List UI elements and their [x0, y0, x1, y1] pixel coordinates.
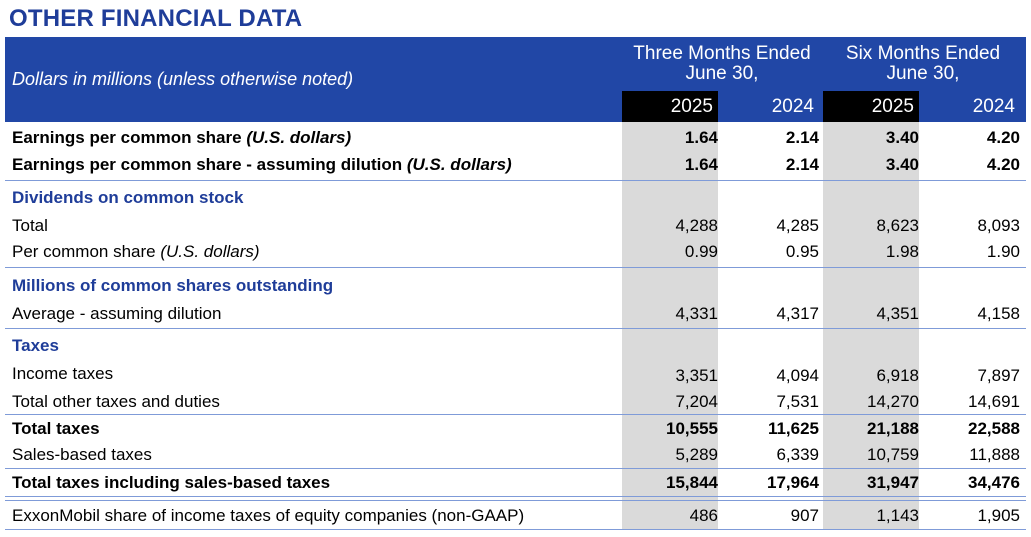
cell-2024-q: 2.14 — [785, 128, 819, 147]
row-label: Total — [12, 216, 48, 235]
table-row-income-taxes: Income taxes 3,351 4,094 6,918 7,897 — [5, 361, 1026, 387]
year-2025-six: 2025 — [823, 91, 919, 122]
cell-2025-six: 4,351 — [876, 304, 919, 323]
year-2024-q: 2024 — [771, 96, 814, 117]
row-label: Earnings per common share - assuming dil… — [12, 155, 512, 174]
row-label: Total taxes — [12, 419, 100, 438]
cell-2025-q: 10,555 — [666, 419, 718, 438]
table-row-eps: Earnings per common share (U.S. dollars)… — [5, 125, 1026, 151]
cell-2024-six: 34,476 — [968, 473, 1020, 492]
cell-2025-six: 1,143 — [876, 506, 919, 525]
row-label: Per common share (U.S. dollars) — [12, 242, 260, 261]
units-note: Dollars in millions (unless otherwise no… — [12, 69, 354, 89]
divider — [5, 328, 1026, 329]
row-label: ExxonMobil share of income taxes of equi… — [12, 506, 525, 525]
column-shade-three-months — [622, 122, 718, 529]
cell-2025-six: 21,188 — [867, 419, 919, 438]
cell-2025-six: 1.98 — [885, 242, 919, 261]
cell-2025-q: 1.64 — [684, 128, 718, 147]
column-shade-six-months — [823, 122, 919, 529]
cell-2024-q: 17,964 — [767, 473, 819, 492]
six-months-heading: Six Months Ended June 30, — [845, 43, 1001, 84]
section-taxes: Taxes — [5, 333, 1026, 359]
cell-2024-q: 907 — [790, 506, 819, 525]
cell-2025-q: 0.99 — [684, 242, 718, 261]
table-row-average-diluted: Average - assuming dilution 4,331 4,317 … — [5, 301, 1026, 327]
divider — [5, 180, 1026, 181]
table-row-total-incl-sales-taxes: Total taxes including sales-based taxes … — [5, 470, 1026, 496]
divider — [5, 267, 1026, 268]
cell-2024-q: 4,317 — [776, 304, 819, 323]
table-row-dividends-per-share: Per common share (U.S. dollars) 0.99 0.9… — [5, 239, 1026, 265]
year-2025-q: 2025 — [622, 91, 718, 122]
cell-2024-q: 4,094 — [776, 366, 819, 385]
divider — [5, 496, 1026, 497]
cell-2025-six: 6,918 — [876, 366, 919, 385]
page-title: OTHER FINANCIAL DATA — [9, 5, 303, 32]
row-label: Income taxes — [12, 364, 114, 383]
table-row-total-taxes: Total taxes 10,555 11,625 21,188 22,588 — [5, 416, 1026, 442]
year-2024-six: 2024 — [972, 96, 1015, 117]
cell-2025-six: 3.40 — [885, 155, 919, 174]
row-label: Total taxes including sales-based taxes — [12, 473, 331, 492]
table-row-equity-company-taxes: ExxonMobil share of income taxes of equi… — [5, 503, 1026, 529]
cell-2025-q: 15,844 — [666, 473, 718, 492]
cell-2024-six: 4,158 — [977, 304, 1020, 323]
cell-2024-q: 2.14 — [785, 155, 819, 174]
cell-2024-six: 8,093 — [977, 216, 1020, 235]
cell-2024-six: 1.90 — [986, 242, 1020, 261]
cell-2025-q: 5,289 — [675, 445, 718, 464]
table-row-sales-based-taxes: Sales-based taxes 5,289 6,339 10,759 11,… — [5, 442, 1026, 468]
section-heading: Taxes — [12, 336, 59, 355]
table-row-eps-diluted: Earnings per common share - assuming dil… — [5, 152, 1026, 178]
cell-2024-six: 11,888 — [969, 445, 1020, 464]
cell-2025-six: 3.40 — [885, 128, 919, 147]
cell-2025-q: 1.64 — [684, 155, 718, 174]
cell-2025-q: 4,288 — [675, 216, 718, 235]
cell-2024-q: 4,285 — [776, 216, 819, 235]
cell-2024-q: 6,339 — [776, 445, 819, 464]
cell-2024-six: 14,691 — [968, 392, 1020, 411]
cell-2025-six: 8,623 — [876, 216, 919, 235]
cell-2025-six: 31,947 — [867, 473, 919, 492]
cell-2024-q: 7,531 — [776, 392, 819, 411]
cell-2025-six: 14,270 — [867, 392, 919, 411]
divider — [5, 500, 1026, 501]
row-label: Earnings per common share (U.S. dollars) — [12, 128, 352, 147]
section-dividends: Dividends on common stock — [5, 185, 1026, 211]
row-label: Sales-based taxes — [12, 445, 152, 464]
cell-2025-q: 7,204 — [675, 392, 718, 411]
cell-2024-q: 11,625 — [767, 419, 819, 438]
section-shares-outstanding: Millions of common shares outstanding — [5, 273, 1026, 299]
divider — [5, 414, 1026, 415]
divider — [5, 468, 1026, 469]
cell-2025-six: 10,759 — [867, 445, 919, 464]
row-label: Average - assuming dilution — [12, 304, 222, 323]
cell-2024-six: 7,897 — [977, 366, 1020, 385]
cell-2025-q: 3,351 — [675, 366, 718, 385]
cell-2025-q: 486 — [689, 506, 718, 525]
cell-2024-q: 0.95 — [785, 242, 819, 261]
cell-2024-six: 4.20 — [986, 128, 1020, 147]
section-heading: Millions of common shares outstanding — [12, 276, 334, 295]
cell-2024-six: 4.20 — [986, 155, 1020, 174]
divider — [5, 529, 1026, 530]
row-label: Total other taxes and duties — [12, 392, 220, 411]
cell-2024-six: 1,905 — [977, 506, 1020, 525]
cell-2024-six: 22,588 — [968, 419, 1020, 438]
three-months-heading: Three Months Ended June 30, — [633, 43, 811, 84]
table-row-other-taxes: Total other taxes and duties 7,204 7,531… — [5, 389, 1026, 415]
table-row-dividends-total: Total 4,288 4,285 8,623 8,093 — [5, 213, 1026, 239]
section-heading: Dividends on common stock — [12, 188, 244, 207]
cell-2025-q: 4,331 — [675, 304, 718, 323]
table-header: Dollars in millions (unless otherwise no… — [5, 37, 1026, 122]
